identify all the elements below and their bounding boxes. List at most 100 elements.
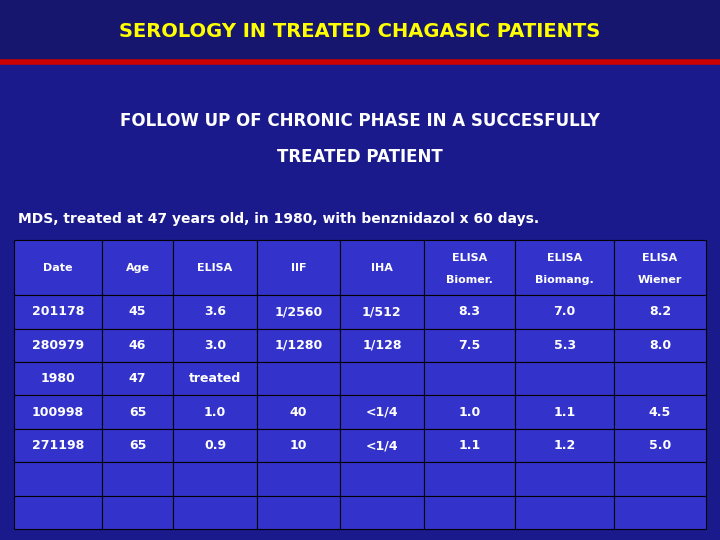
Text: 8.2: 8.2 [649, 306, 671, 319]
Text: 4.5: 4.5 [649, 406, 671, 419]
Bar [257, 329, 340, 362]
Text: 1/2560: 1/2560 [274, 306, 323, 319]
Bar [174, 295, 257, 329]
Bar [423, 496, 515, 529]
Bar [102, 395, 174, 429]
Bar [14, 429, 102, 462]
Bar [102, 329, 174, 362]
Bar [515, 462, 614, 496]
Text: 40: 40 [289, 406, 307, 419]
Text: ELISA: ELISA [451, 253, 487, 263]
Bar [14, 329, 102, 362]
Bar [257, 429, 340, 462]
Bar [423, 362, 515, 395]
Bar [102, 462, 174, 496]
Bar [174, 496, 257, 529]
Bar [340, 329, 423, 362]
Bar [174, 395, 257, 429]
Text: 1/1280: 1/1280 [274, 339, 323, 352]
Text: 0.9: 0.9 [204, 439, 226, 452]
Bar [340, 429, 423, 462]
Text: 1.0: 1.0 [204, 406, 226, 419]
Text: ELISA: ELISA [197, 263, 233, 273]
Bar [340, 240, 423, 295]
Text: 47: 47 [129, 372, 146, 385]
Bar [614, 295, 706, 329]
Text: 1/128: 1/128 [362, 339, 402, 352]
Bar [102, 362, 174, 395]
Text: 280979: 280979 [32, 339, 84, 352]
Text: FOLLOW UP OF CHRONIC PHASE IN A SUCCESFULLY: FOLLOW UP OF CHRONIC PHASE IN A SUCCESFU… [120, 112, 600, 131]
Text: MDS, treated at 47 years old, in 1980, with benznidazol x 60 days.: MDS, treated at 47 years old, in 1980, w… [18, 212, 539, 226]
Bar [174, 240, 257, 295]
Text: 46: 46 [129, 339, 146, 352]
Text: ELISA: ELISA [642, 253, 678, 263]
Text: 3.0: 3.0 [204, 339, 226, 352]
Text: 1.1: 1.1 [458, 439, 480, 452]
Text: 5.3: 5.3 [554, 339, 576, 352]
Text: TREATED PATIENT: TREATED PATIENT [277, 147, 443, 166]
Bar [423, 295, 515, 329]
Bar [340, 462, 423, 496]
Text: Wiener: Wiener [638, 275, 682, 285]
Text: 7.0: 7.0 [554, 306, 576, 319]
Bar [423, 240, 515, 295]
Bar [515, 240, 614, 295]
Text: Age: Age [125, 263, 150, 273]
Bar [102, 240, 174, 295]
Text: IHA: IHA [371, 263, 393, 273]
Text: 201178: 201178 [32, 306, 84, 319]
Bar [257, 240, 340, 295]
Text: 1/512: 1/512 [362, 306, 402, 319]
Bar [257, 395, 340, 429]
Text: 1.2: 1.2 [554, 439, 576, 452]
Bar [14, 240, 102, 295]
Bar [423, 395, 515, 429]
Text: Biomer.: Biomer. [446, 275, 492, 285]
Bar [614, 395, 706, 429]
Bar [257, 462, 340, 496]
Bar [0, 0, 720, 62]
Text: IIF: IIF [291, 263, 306, 273]
Text: SEROLOGY IN TREATED CHAGASIC PATIENTS: SEROLOGY IN TREATED CHAGASIC PATIENTS [120, 22, 600, 40]
Text: 8.0: 8.0 [649, 339, 671, 352]
Text: 1980: 1980 [41, 372, 76, 385]
Text: 3.6: 3.6 [204, 306, 226, 319]
Text: 10: 10 [289, 439, 307, 452]
Bar [14, 496, 102, 529]
Bar [614, 429, 706, 462]
Bar [257, 496, 340, 529]
Text: 8.3: 8.3 [458, 306, 480, 319]
Bar [102, 295, 174, 329]
Bar [257, 362, 340, 395]
Text: Date: Date [43, 263, 73, 273]
Bar [14, 295, 102, 329]
Bar [614, 496, 706, 529]
Text: 1.1: 1.1 [554, 406, 576, 419]
Bar [174, 429, 257, 462]
Bar [423, 329, 515, 362]
Text: 45: 45 [129, 306, 146, 319]
Bar [515, 329, 614, 362]
Bar [102, 496, 174, 529]
Bar [340, 395, 423, 429]
Text: Biomang.: Biomang. [535, 275, 594, 285]
Bar [515, 395, 614, 429]
Bar [340, 496, 423, 529]
Text: <1/4: <1/4 [366, 439, 398, 452]
Bar [174, 462, 257, 496]
Bar [614, 362, 706, 395]
Bar [14, 462, 102, 496]
Text: 100998: 100998 [32, 406, 84, 419]
Bar [515, 295, 614, 329]
Text: 65: 65 [129, 406, 146, 419]
Bar [257, 295, 340, 329]
Bar [423, 462, 515, 496]
Bar [174, 362, 257, 395]
Bar [614, 329, 706, 362]
Bar [14, 395, 102, 429]
Bar [614, 240, 706, 295]
Bar [614, 462, 706, 496]
Bar [515, 496, 614, 529]
Bar [340, 362, 423, 395]
